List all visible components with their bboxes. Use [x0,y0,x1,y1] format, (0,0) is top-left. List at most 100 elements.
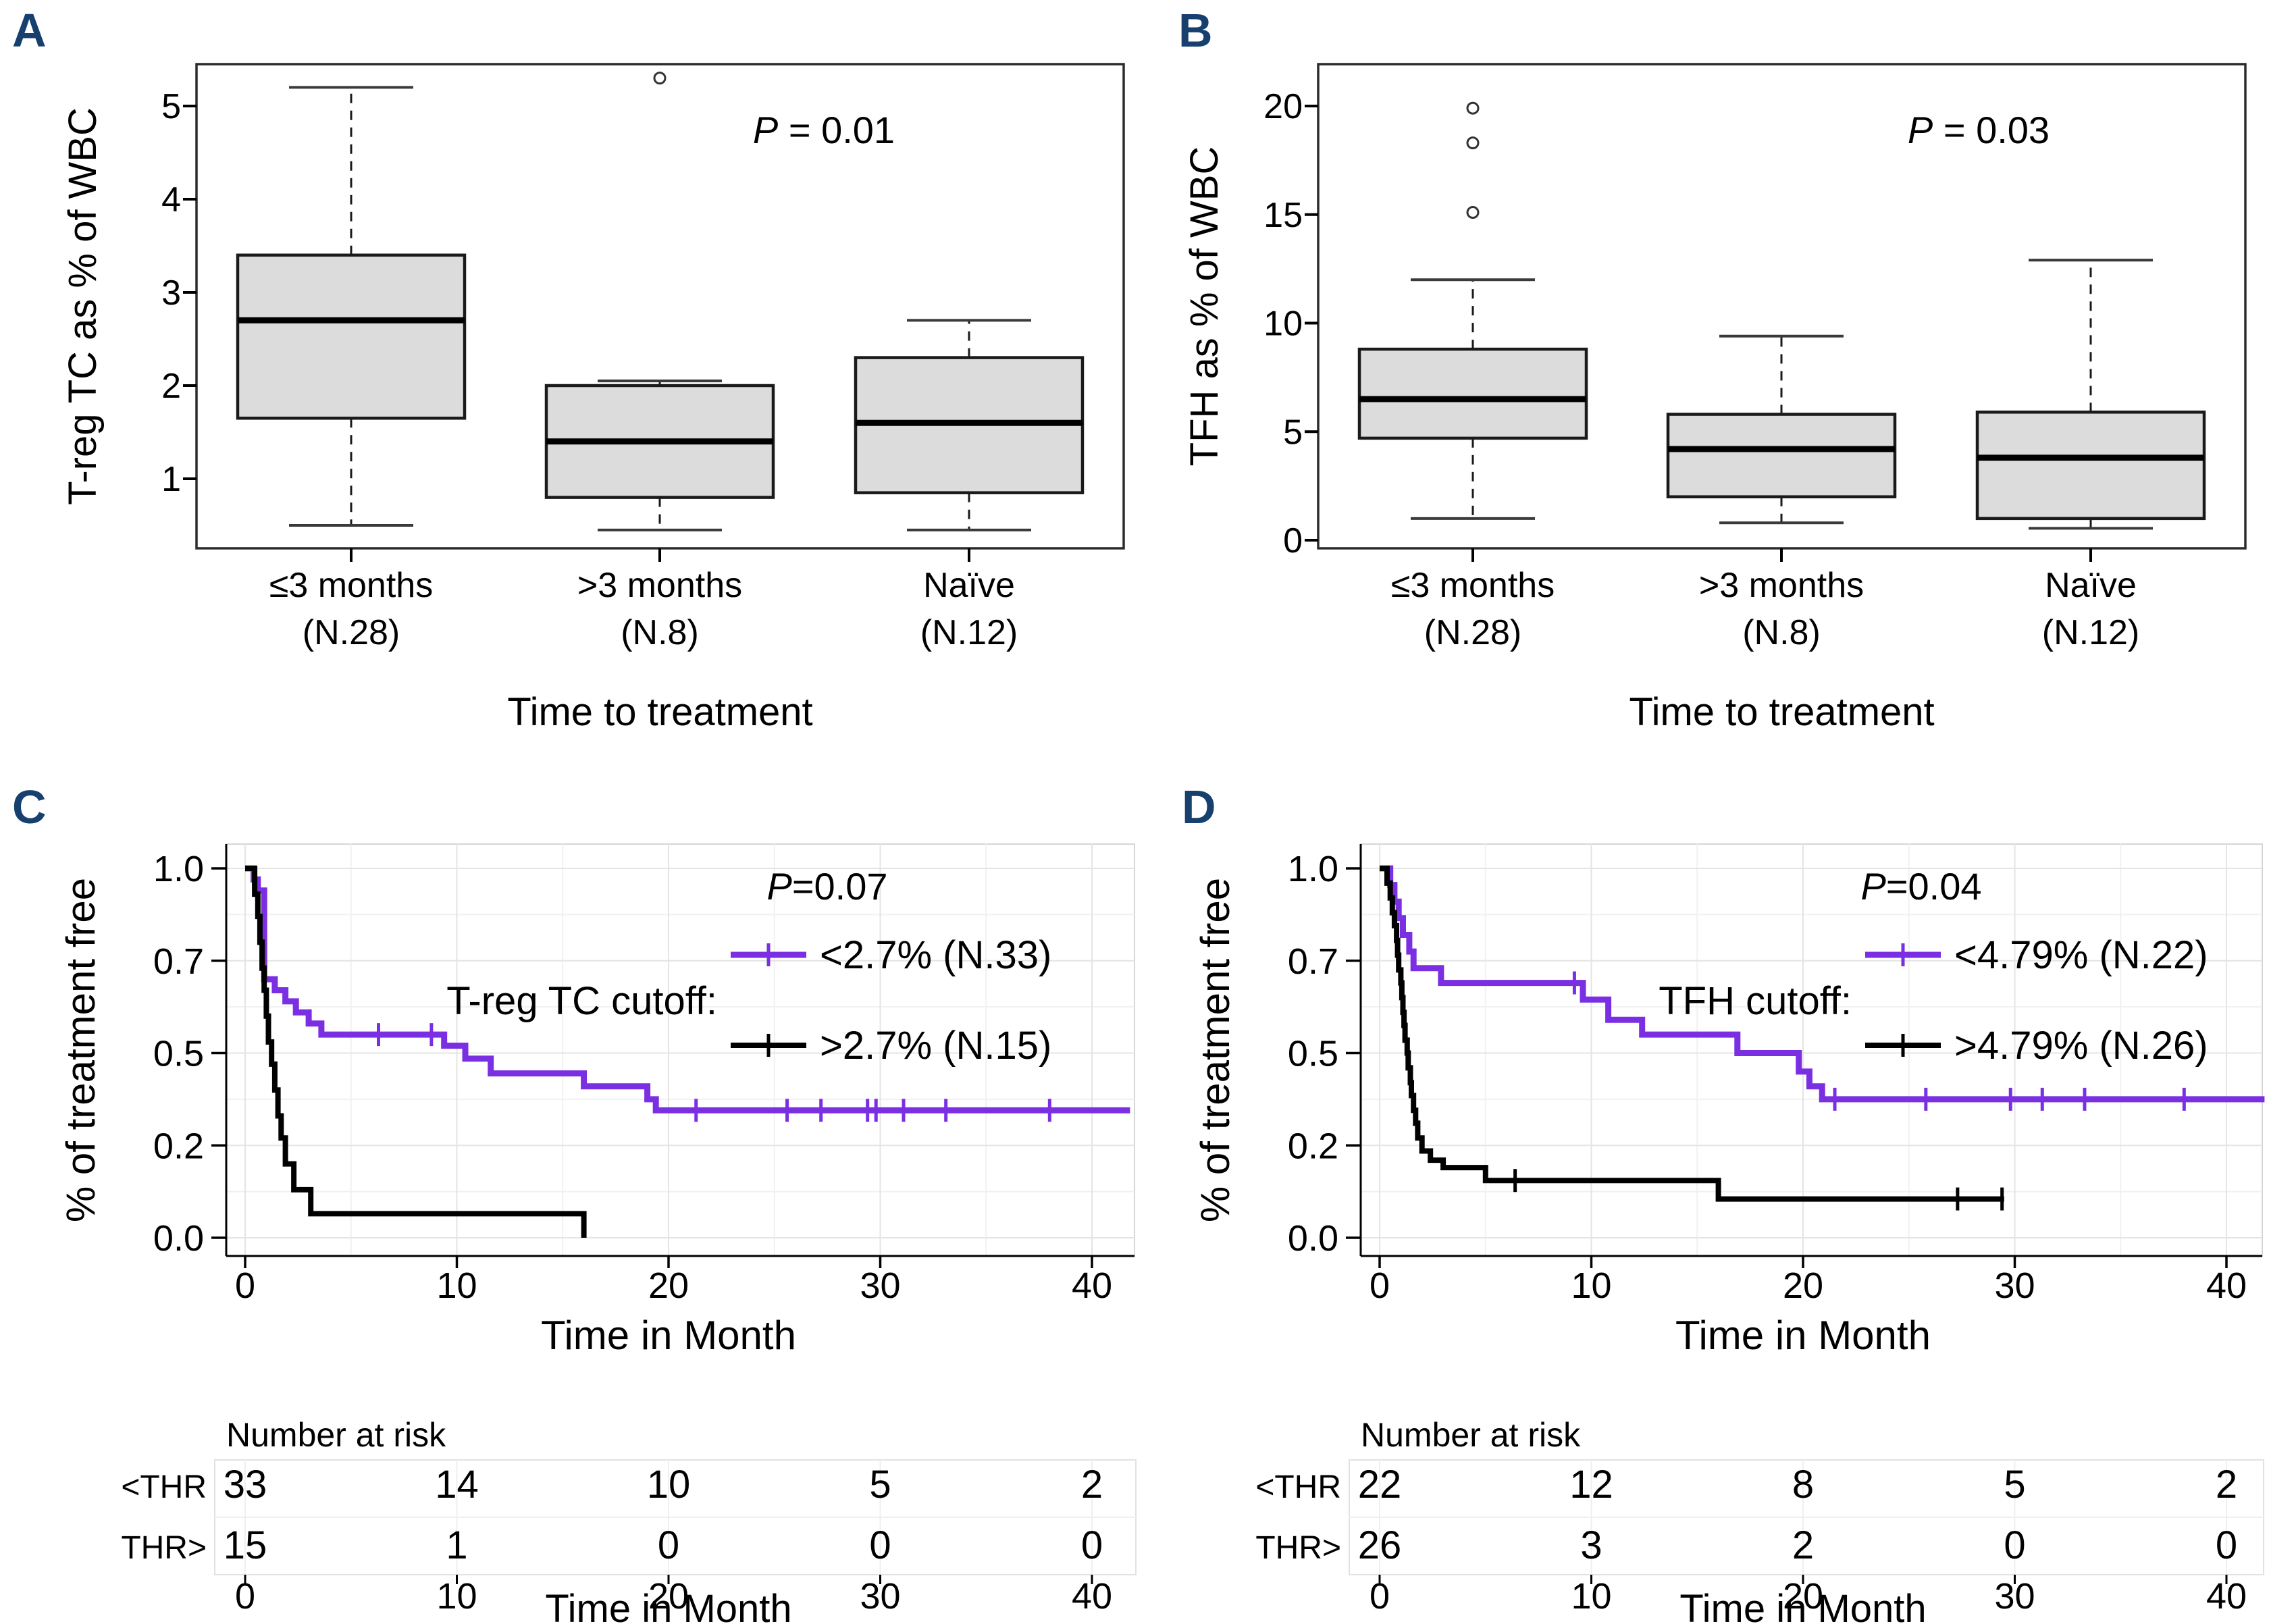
risk-count: 0 [658,1523,679,1567]
y-tick-label: 20 [1263,87,1303,126]
outlier-point [1466,101,1480,115]
x-tick-label: 40 [1072,1265,1112,1306]
risk-count: 15 [224,1523,267,1567]
x-tick-label: 0 [1370,1265,1390,1306]
outlier-point [1466,206,1480,219]
y-tick-label: 0.7 [153,941,204,982]
iqr-box [236,253,467,420]
category-n-label: (N.28) [303,613,400,652]
risk-count: 5 [869,1463,891,1507]
category-label: ≤3 months [269,566,433,605]
category-n-label: (N.8) [1742,613,1821,652]
x-tick-label: 10 [1571,1265,1611,1306]
y-tick-label: 3 [161,273,181,313]
x-tick-label: 20 [648,1265,689,1306]
risk-x-tick-label: 20 [648,1576,689,1617]
risk-count: 0 [1081,1523,1103,1567]
y-axis-title: TFH as % of WBC [1182,147,1226,467]
category-n-label: (N.8) [621,613,699,652]
legend-entry-label: <4.79% (N.22) [1954,933,2208,977]
boxplot-tfh: 0 5 10 15 20 ≤3 months (N.28) >3 months (N.8) Naï… [1134,0,2269,780]
category-n-label: (N.12) [920,613,1018,652]
y-tick-label: 0.0 [1288,1218,1338,1259]
risk-x-tick-label: 0 [235,1576,255,1617]
outlier-point [653,72,667,85]
panel-B: B 0 5 10 15 20 ≤3 months (N.28) >3 months (N.8) N… [1134,0,2269,777]
y-tick-label: 1.0 [153,849,204,889]
risk-table-title: Number at risk [1361,1416,1581,1454]
plot-border [1360,843,2263,1257]
legend-entry-label: >2.7% (N.15) [820,1024,1051,1068]
risk-x-tick-label: 30 [860,1576,900,1617]
x-tick-label: 0 [235,1265,255,1306]
risk-x-tick-label: 40 [2206,1576,2247,1617]
risk-count: 0 [2004,1523,2025,1567]
legend-title: T-reg TC cutoff: [446,979,717,1023]
km-curve-above-cutoff [245,866,587,1238]
y-tick-label: 0.7 [1288,941,1338,982]
iqr-box [1666,413,1897,498]
x-tick-label: 40 [2206,1265,2247,1306]
category-n-label: (N.12) [2042,613,2139,652]
category-n-label: (N.28) [1424,613,1521,652]
risk-x-axis-title: Time in Month [545,1587,791,1624]
y-tick-label: 5 [1283,413,1303,452]
risk-count: 2 [1081,1463,1103,1507]
risk-count: 12 [1569,1463,1613,1507]
km-curve-below-cutoff [1380,865,2265,1103]
y-tick-label: 0.0 [153,1218,204,1259]
risk-count: 0 [869,1523,891,1567]
y-tick-label: 0 [1283,521,1303,560]
risk-x-axis-title: Time in Month [1679,1587,1926,1624]
y-tick-label: 0.2 [1288,1126,1338,1166]
y-axis-title: T-reg TC as % of WBC [61,107,105,505]
iqr-box [1357,347,1588,440]
legend-title: TFH cutoff: [1659,979,1852,1023]
y-tick-label: 0.5 [153,1034,204,1074]
x-tick-label: 30 [860,1265,900,1306]
x-axis-title: Time in Month [1675,1313,1931,1358]
x-axis-title: Time to treatment [1629,690,1934,734]
outlier-point [1466,136,1480,150]
legend-entry-label: <2.7% (N.33) [820,933,1051,977]
x-tick-label: 30 [1994,1265,2035,1306]
y-tick-label: 2 [161,367,181,406]
risk-x-tick-label: 30 [1994,1576,2035,1617]
panel-D: D 1.0 0.7 0.5 0.2 0.0 0 10 20 30 40% of treatment… [1134,777,2269,1624]
plot-border [226,843,1135,1257]
km-chart-svg: 1.00.70.50.20.00 10 20 30 40% of treatment f… [58,843,1137,1624]
risk-count: 0 [2216,1523,2237,1567]
risk-row-label: THR> [1255,1530,1341,1566]
x-axis-title: Time to treatment [507,690,812,734]
y-tick-label: 15 [1263,196,1303,235]
risk-count: 2 [1792,1523,1814,1567]
panel-letter-D: D [1182,781,1216,833]
y-tick-label: 4 [161,180,181,219]
panel-A: A 1 2 3 4 5 ≤3 months (N.28) >3 months (N.8) Naïv… [0,0,1148,777]
risk-x-tick-label: 0 [1370,1576,1390,1617]
risk-row-label: <THR [1255,1469,1341,1505]
risk-count: 22 [1358,1463,1402,1507]
risk-count: 8 [1792,1463,1814,1507]
y-tick-label: 1.0 [1288,849,1338,889]
risk-x-tick-label: 10 [1571,1576,1611,1617]
risk-count: 14 [435,1463,479,1507]
legend-entry-label: >4.79% (N.26) [1954,1024,2208,1068]
panel-letter-C: C [12,781,47,833]
category-label: Naïve [923,566,1015,605]
risk-row-label: THR> [121,1530,207,1566]
y-tick-label: 10 [1263,305,1303,344]
y-tick-label: 1 [161,460,181,499]
risk-x-tick-label: 20 [1783,1576,1823,1617]
y-tick-label: 5 [161,87,181,126]
category-label: >3 months [577,566,742,605]
box-chart-svg: 1 2 3 4 5 ≤3 months (N.28) >3 months (N.8) Naïve (… [61,63,1125,734]
risk-count: 33 [224,1463,267,1507]
y-tick-label: 0.2 [153,1126,204,1166]
risk-table-title: Number at risk [226,1416,446,1454]
box-chart-svg: 0 5 10 15 20 ≤3 months (N.28) >3 months (N.8) Naï… [1182,63,2247,734]
p-value: P=0.07 [766,865,887,908]
panel-C: C 1.0 0.7 0.5 0.2 0.0 0 10 20 30 40% of treatment… [0,777,1148,1624]
risk-x-tick-label: 10 [436,1576,477,1617]
